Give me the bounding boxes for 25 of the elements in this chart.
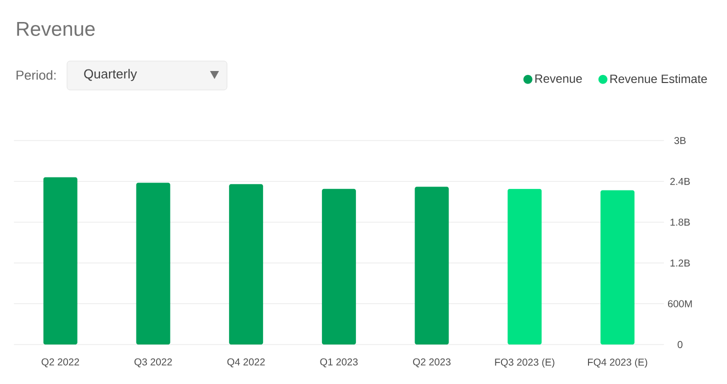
x-tick-label: Q2 2023 bbox=[413, 358, 451, 368]
bar bbox=[414, 186, 449, 345]
x-tick-label: Q1 2023 bbox=[320, 358, 358, 368]
bar bbox=[600, 190, 634, 345]
bar bbox=[43, 177, 78, 345]
y-tick-label: 1.8B bbox=[670, 218, 690, 226]
x-tick-label: Q4 2022 bbox=[227, 358, 265, 368]
bar bbox=[229, 184, 264, 345]
x-tick-label: FQ4 2023 (E) bbox=[588, 358, 648, 368]
legend-label: Revenue bbox=[535, 74, 582, 83]
y-tick-label: 2.4B bbox=[670, 178, 690, 185]
bar bbox=[508, 188, 542, 345]
x-tick-label: Q3 2022 bbox=[134, 358, 172, 368]
text: Quarterly bbox=[84, 68, 137, 82]
bar bbox=[136, 182, 170, 345]
legend-label: Revenue Estimate bbox=[610, 74, 707, 84]
x-tick-label: Q2 2022 bbox=[42, 358, 80, 368]
text: Period: bbox=[16, 70, 56, 80]
y-tick-label: 0 bbox=[678, 341, 682, 348]
chart-title: Revenue bbox=[17, 22, 95, 36]
y-tick-label: 600M bbox=[668, 300, 692, 308]
bar bbox=[322, 188, 356, 345]
y-tick-label: 1.2B bbox=[670, 259, 690, 266]
y-tick-label: 3B bbox=[674, 137, 686, 144]
x-tick-label: FQ3 2023 (E) bbox=[495, 358, 554, 368]
